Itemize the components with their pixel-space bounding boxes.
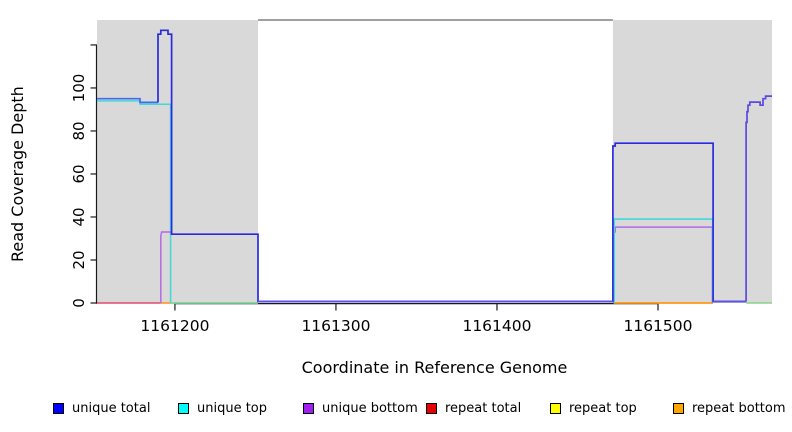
repeat-region-band (612, 20, 772, 303)
legend: unique total unique top unique bottom repea… (0, 398, 792, 422)
x-tick-label: 1161400 (462, 317, 531, 335)
legend-label-unique-total: unique total (72, 401, 151, 416)
y-tick-label: 40 (70, 207, 88, 226)
y-tick-label: 20 (70, 250, 88, 269)
legend-swatch-repeat-bottom (673, 403, 684, 414)
legend-item-unique-bottom: unique bottom (303, 401, 418, 416)
x-tick-label: 1161500 (623, 317, 692, 335)
legend-item-repeat-bottom: repeat bottom (673, 401, 786, 416)
legend-item-unique-top: unique top (178, 401, 267, 416)
legend-swatch-repeat-total (426, 403, 437, 414)
legend-item-repeat-total: repeat total (426, 401, 521, 416)
y-tick-label: 0 (70, 298, 88, 308)
legend-item-unique-total: unique total (53, 401, 150, 416)
legend-label-unique-top: unique top (197, 401, 268, 416)
legend-label-unique-bottom: unique bottom (322, 401, 418, 416)
y-axis-title: Read Coverage Depth (8, 86, 27, 262)
y-tick-label: 100 (70, 74, 88, 103)
coverage-line-unique-total (157, 29, 747, 303)
x-tick-label: 1161200 (140, 317, 209, 335)
repeat-region-band (97, 20, 259, 303)
legend-swatch-unique-total (53, 403, 64, 414)
y-tick-label: 80 (70, 121, 88, 140)
legend-item-repeat-top: repeat top (550, 401, 637, 416)
legend-swatch-repeat-top (550, 403, 561, 414)
legend-label-repeat-bottom: repeat bottom (692, 401, 786, 416)
legend-label-repeat-total: repeat total (445, 401, 522, 416)
legend-swatch-unique-top (178, 403, 189, 414)
x-tick-label: 1161300 (301, 317, 370, 335)
legend-label-repeat-top: repeat top (569, 401, 637, 416)
coverage-line-unique-total-over-unique-top (97, 97, 158, 104)
legend-swatch-unique-bottom (303, 403, 314, 414)
coverage-line-unique-total-over-unique-bottom (745, 95, 772, 302)
y-tick-label: 60 (70, 164, 88, 183)
x-axis-title: Coordinate in Reference Genome (301, 358, 568, 377)
